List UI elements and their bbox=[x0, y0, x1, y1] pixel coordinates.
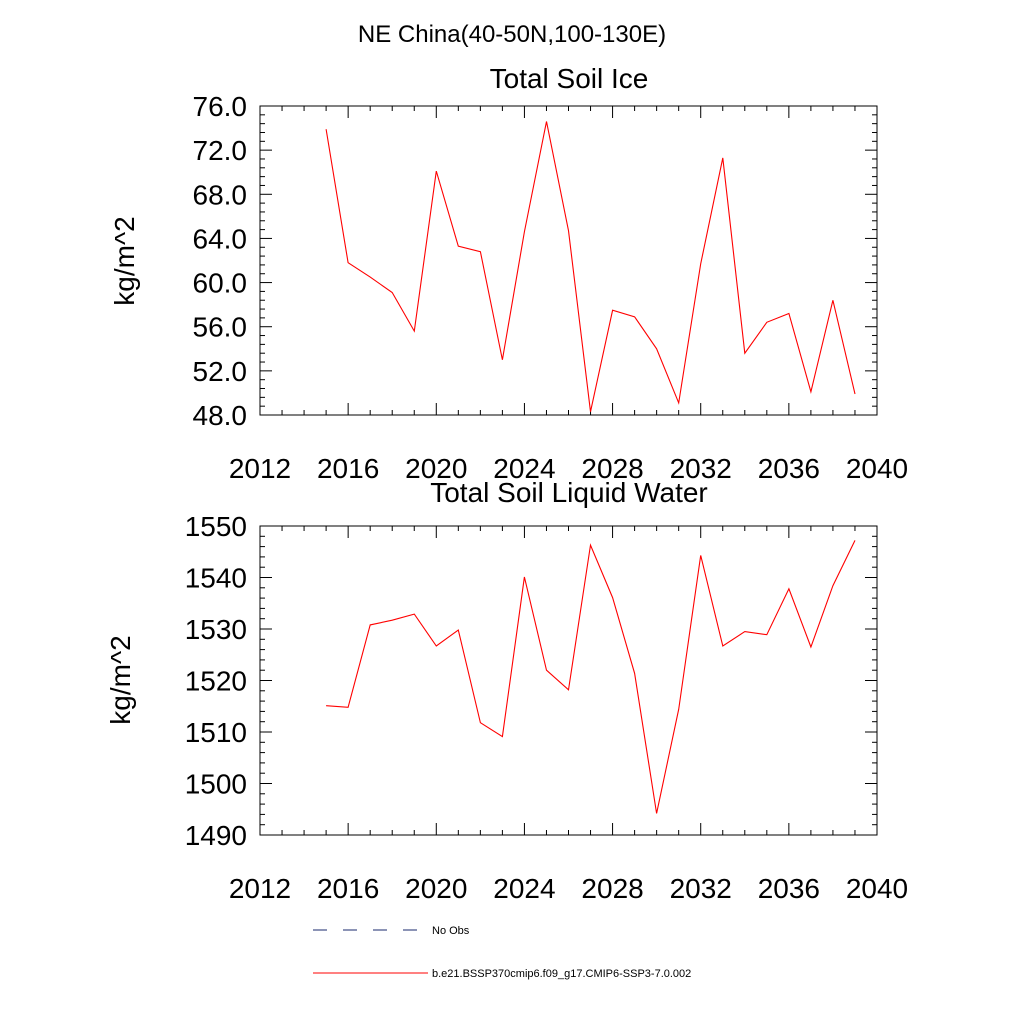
x-tick-label: 2032 bbox=[670, 453, 732, 484]
series-line bbox=[326, 540, 856, 814]
x-tick-label: 2012 bbox=[229, 453, 291, 484]
y-tick-label: 48.0 bbox=[193, 400, 248, 431]
y-tick-label: 1500 bbox=[185, 769, 247, 800]
y-tick-label: 56.0 bbox=[193, 312, 248, 343]
legend-label-no-obs: No Obs bbox=[432, 925, 470, 937]
y-tick-label: 1520 bbox=[185, 666, 247, 697]
x-tick-label: 2016 bbox=[317, 873, 379, 904]
x-tick-label: 2020 bbox=[405, 453, 467, 484]
x-tick-label: 2020 bbox=[405, 873, 467, 904]
x-tick-label: 2036 bbox=[758, 873, 820, 904]
legend-label-model: b.e21.BSSP370cmip6.f09_g17.CMIP6-SSP3-7.… bbox=[432, 968, 691, 980]
series-line bbox=[325, 121, 856, 412]
y-tick-label: 1510 bbox=[185, 717, 247, 748]
y-tick-label: 1530 bbox=[185, 614, 247, 645]
y-tick-label: 68.0 bbox=[193, 179, 248, 210]
x-tick-label: 2016 bbox=[317, 453, 379, 484]
y-axis-label: kg/m^2 bbox=[105, 635, 136, 724]
y-tick-label: 76.0 bbox=[193, 91, 248, 122]
plot-frame bbox=[259, 525, 878, 836]
y-tick-label: 1550 bbox=[185, 511, 247, 542]
y-tick-label: 64.0 bbox=[193, 223, 248, 254]
x-tick-label: 2040 bbox=[846, 873, 908, 904]
y-tick-label: 60.0 bbox=[193, 268, 248, 299]
x-tick-label: 2024 bbox=[493, 453, 555, 484]
legend: No Obs b.e21.BSSP370cmip6.f09_g17.CMIP6-… bbox=[313, 925, 691, 980]
x-tick-label: 2040 bbox=[846, 453, 908, 484]
x-tick-label: 2024 bbox=[493, 873, 555, 904]
y-tick-label: 72.0 bbox=[193, 135, 248, 166]
y-tick-label: 1490 bbox=[185, 820, 247, 851]
figure-title: NE China(40-50N,100-130E) bbox=[358, 21, 666, 48]
x-tick-label: 2036 bbox=[758, 453, 820, 484]
panel-title: Total Soil Ice bbox=[490, 63, 649, 94]
x-tick-label: 2012 bbox=[229, 873, 291, 904]
x-tick-label: 2028 bbox=[581, 873, 643, 904]
panel-total-soil-ice: Total Soil Ice kg/m^2 2012 2016 2020 2024 20… bbox=[109, 63, 908, 484]
x-tick-label: 2032 bbox=[670, 873, 732, 904]
plot-frame bbox=[259, 105, 878, 416]
y-axis-label: kg/m^2 bbox=[109, 216, 140, 305]
panel-total-soil-liquid-water: Total Soil Liquid Water kg/m^2 2012 2016 2… bbox=[105, 477, 908, 904]
y-tick-label: 1540 bbox=[185, 563, 247, 594]
panel-title: Total Soil Liquid Water bbox=[430, 477, 708, 508]
y-tick-label: 52.0 bbox=[193, 356, 248, 387]
x-tick-label: 2028 bbox=[581, 453, 643, 484]
